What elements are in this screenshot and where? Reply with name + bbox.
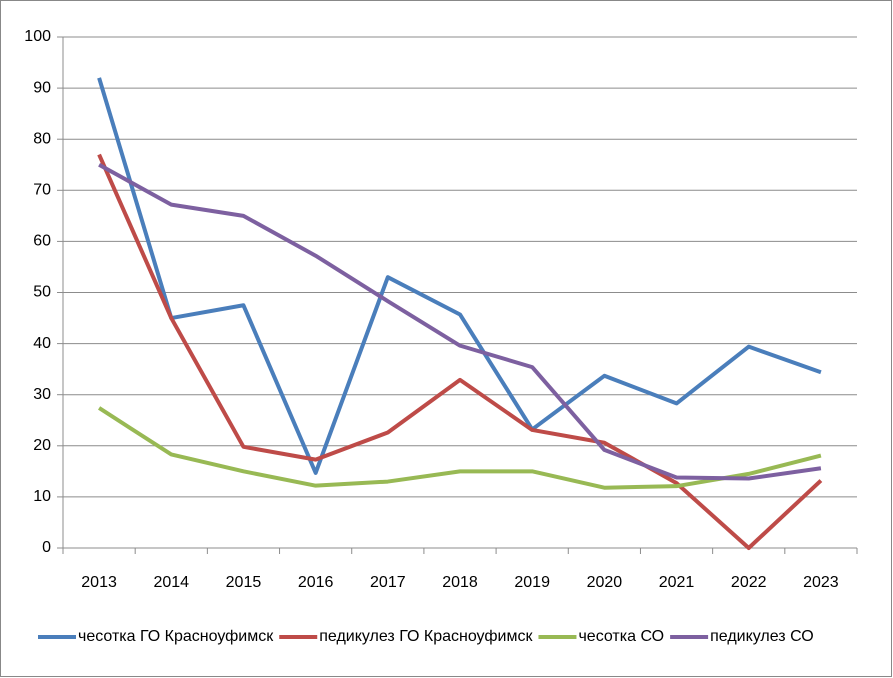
x-tick-label: 2019 [514,574,550,591]
x-tick-label: 2014 [153,574,189,591]
x-tick-label: 2022 [731,574,767,591]
x-tick-label: 2023 [803,574,839,591]
legend-label: педикулез СО [710,628,814,645]
y-tick-label: 70 [33,182,51,199]
y-tick-label: 80 [33,130,51,147]
x-tick-label: 2017 [370,574,406,591]
legend-label: чесотка СО [578,628,664,645]
y-tick-label: 40 [33,335,51,352]
legend-label: чесотка ГО Красноуфимск [78,628,274,645]
y-tick-label: 0 [42,539,51,556]
x-tick-label: 2021 [659,574,695,591]
y-tick-label: 90 [33,79,51,96]
y-tick-label: 30 [33,386,51,403]
x-tick-label: 2018 [442,574,478,591]
x-tick-label: 2015 [226,574,262,591]
y-tick-label: 50 [33,284,51,301]
y-tick-label: 10 [33,488,51,505]
y-tick-label: 20 [33,437,51,454]
series-line [98,162,822,481]
series-line [98,406,822,490]
y-tick-label: 100 [24,28,51,45]
x-tick-label: 2020 [587,574,623,591]
series-line [97,153,823,550]
y-tick-label: 60 [33,233,51,250]
series-line [97,77,822,475]
legend-label: педикулез ГО Красноуфимск [319,628,533,645]
x-tick-label: 2013 [81,574,117,591]
x-tick-label: 2016 [298,574,334,591]
